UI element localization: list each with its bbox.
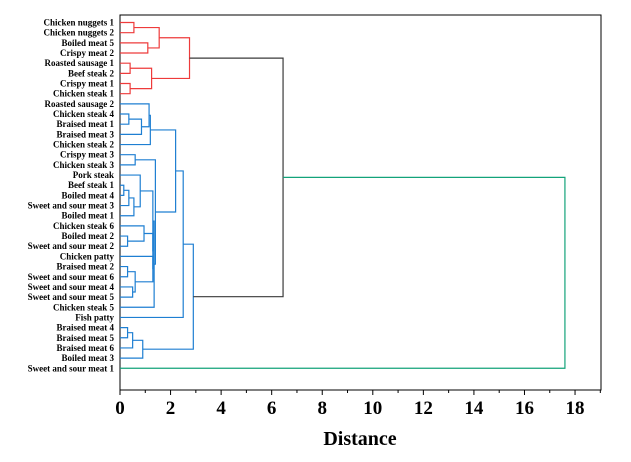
x-tick-label: 12 [414,398,433,419]
dendrogram-link [120,174,141,208]
dendrogram-link [120,176,566,369]
x-tick-label: 10 [363,398,382,419]
x-tick-label: 4 [216,398,226,419]
leaf-label: Chicken nuggets 1 [43,18,114,28]
leaf-label: Braised meat 6 [57,343,115,353]
leaf-label: Sweet and sour meat 1 [28,363,115,373]
leaf-label: Braised meat 4 [57,323,115,333]
leaf-label: Pork steak [73,170,114,180]
leaf-label: Braised meat 2 [57,262,115,272]
dendrogram-link [120,225,145,242]
leaf-label: Boiled meat 4 [62,190,115,200]
dendrogram-link [150,129,177,213]
dendrogram-link [142,243,194,350]
leaf-label: Braised meat 5 [57,333,115,343]
leaf-label: Chicken steak 2 [53,140,115,150]
leaf-label: Boiled meat 5 [62,38,115,48]
dendrogram-link [120,265,129,278]
x-tick-label: 14 [464,398,484,419]
leaf-label: Boiled meat 3 [62,353,115,363]
dendrogram-link [140,190,154,252]
dendrogram-link [151,37,191,80]
plot-frame [119,14,602,391]
x-tick-label: 16 [515,398,534,419]
x-axis-ticks: 0 2 4 6 8 10 12 14 16 18 [115,390,601,419]
leaf-label: Sweet and sour meat 4 [28,282,115,292]
dendrogram-link [133,26,160,49]
dendrogram-link [120,170,184,319]
leaf-label: Beef steak 2 [68,68,114,78]
leaf-label: Boiled meat 2 [62,231,115,241]
dendrogram-link [120,154,136,166]
dendrogram-link [120,255,154,283]
leaf-label: Roasted sausage 2 [44,99,114,109]
dendrogram-link [127,271,136,293]
dendrogram-link [120,332,134,349]
leaf-label: Sweet and sour meat 3 [28,201,115,211]
dendrogram-link [120,327,129,339]
dendrogram-link [120,113,130,125]
leaf-label: Crispy meat 2 [60,48,114,58]
dendrogram-link [120,339,144,359]
leaf-label: Chicken steak 1 [53,89,115,99]
dendrogram-link [120,184,125,196]
leaf-label: Chicken steak 5 [53,302,115,312]
leaf-label: Chicken steak 4 [53,109,115,119]
x-tick-label: 8 [317,398,327,419]
dendrogram-link [120,189,130,207]
dendrogram-link [120,82,131,95]
dendrogram-link [189,57,284,298]
leaf-label: Chicken steak 6 [53,221,115,231]
leaf-label: Sweet and sour meat 5 [28,292,115,302]
dendrogram-link [120,103,150,128]
x-axis-title: Distance [323,428,396,450]
dendrogram-link [120,197,135,217]
leaf-label: Sweet and sour meat 2 [28,241,115,251]
leaf-label: Chicken steak 3 [53,160,115,170]
dendrogram-link [120,286,134,298]
leaf-label: Braised meat 3 [57,129,115,139]
leaf-label: Boiled meat 1 [62,211,115,221]
dendrogram-link [120,21,135,34]
dendrogram-link [120,62,131,74]
leaf-label: Beef steak 1 [68,180,114,190]
x-tick-label: 18 [566,398,585,419]
dendrogram-link [144,232,154,270]
dendrogram-link [120,118,143,135]
leaf-label: Chicken patty [60,251,115,261]
leaf-label: Braised meat 1 [57,119,115,129]
leaf-label: Crispy meat 1 [60,79,114,89]
x-tick-label: 2 [166,398,176,419]
dendrogram-link [120,42,149,54]
dendrogram-link [130,67,153,90]
x-tick-label: 0 [115,398,125,419]
leaf-label: Fish patty [75,312,114,322]
dendrogram-branches [120,21,566,369]
leaf-label: Roasted sausage 1 [44,58,114,68]
leaf-label: Chicken nuggets 2 [43,28,114,38]
x-tick-label: 6 [267,398,277,419]
dendrogram-link [120,235,129,247]
leaf-label: Crispy meat 3 [60,150,114,160]
leaf-label: Sweet and sour meat 6 [28,272,115,282]
